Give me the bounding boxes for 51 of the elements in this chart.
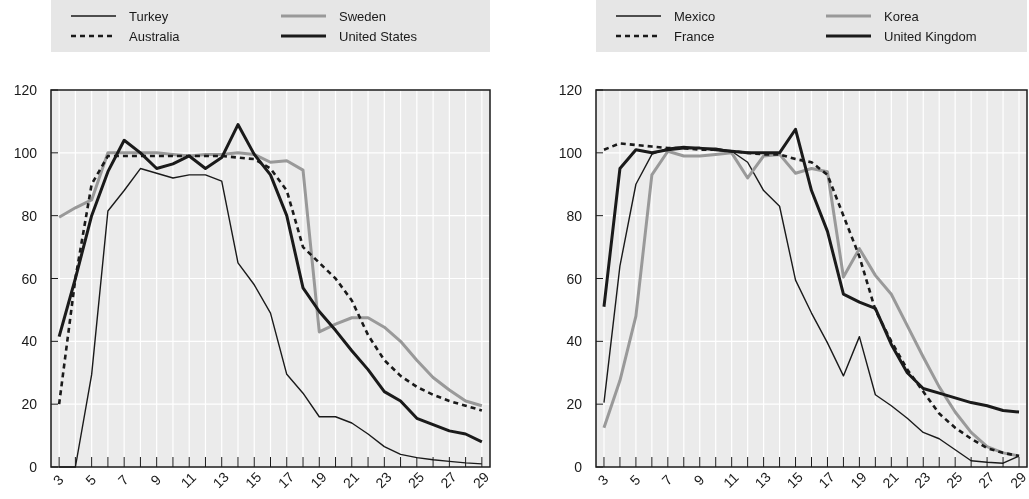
y-tick-label: 40 xyxy=(566,333,583,350)
legend-label: Australia xyxy=(129,28,181,44)
x-tick-label: 9 xyxy=(147,471,165,489)
y-tick-label: 0 xyxy=(29,459,38,475)
legend-label: United States xyxy=(339,28,418,44)
x-tick-label: 23 xyxy=(372,468,395,492)
y-tick-label: 100 xyxy=(558,144,583,161)
legend-label: Sweden xyxy=(339,8,386,24)
legend-label: Turkey xyxy=(129,8,169,24)
y-tick-label: 0 xyxy=(574,459,583,475)
y-tick-label: 120 xyxy=(13,82,38,98)
y-tick-label: 120 xyxy=(558,82,583,98)
x-tick-label: 7 xyxy=(658,471,676,489)
x-tick-label: 11 xyxy=(177,469,200,491)
x-tick-label: 13 xyxy=(209,468,233,492)
x-tick-label: 9 xyxy=(690,471,708,489)
x-tick-label: 7 xyxy=(114,471,132,489)
x-tick-label: 21 xyxy=(339,468,363,492)
x-tick-label: 21 xyxy=(879,468,902,492)
x-tick-label: 3 xyxy=(49,471,67,489)
y-tick-label: 80 xyxy=(21,207,38,224)
x-tick-label: 29 xyxy=(1006,468,1029,492)
x-tick-label: 25 xyxy=(404,468,428,492)
legend-label: Korea xyxy=(884,8,920,24)
y-tick-label: 20 xyxy=(21,396,38,413)
y-tick-label: 60 xyxy=(566,270,583,287)
legend-label: Mexico xyxy=(674,8,716,24)
x-tick-label: 5 xyxy=(82,471,100,489)
x-tick-label: 17 xyxy=(815,468,838,492)
x-tick-label: 13 xyxy=(751,468,775,492)
x-tick-label: 27 xyxy=(437,468,460,492)
x-tick-label: 27 xyxy=(975,468,998,492)
legend-label: United Kingdom xyxy=(884,28,977,44)
y-tick-label: 80 xyxy=(566,207,583,224)
y-tick-label: 100 xyxy=(13,144,38,161)
x-tick-label: 29 xyxy=(469,468,493,492)
x-tick-label: 25 xyxy=(943,468,966,492)
y-tick-label: 60 xyxy=(21,270,38,287)
x-tick-label: 23 xyxy=(911,468,934,492)
x-tick-label: 3 xyxy=(594,471,612,489)
x-tick-label: 5 xyxy=(626,471,644,489)
x-tick-label: 19 xyxy=(847,468,870,492)
x-tick-label: 15 xyxy=(783,468,806,492)
y-tick-label: 40 xyxy=(21,333,38,350)
x-tick-label: 15 xyxy=(242,468,265,492)
line-series xyxy=(57,123,484,444)
x-tick-label: 17 xyxy=(274,468,298,492)
x-tick-label: 19 xyxy=(307,468,330,492)
y-tick-label: 20 xyxy=(566,396,583,413)
x-tick-label: 11 xyxy=(719,469,742,491)
legend-label: France xyxy=(674,28,715,44)
